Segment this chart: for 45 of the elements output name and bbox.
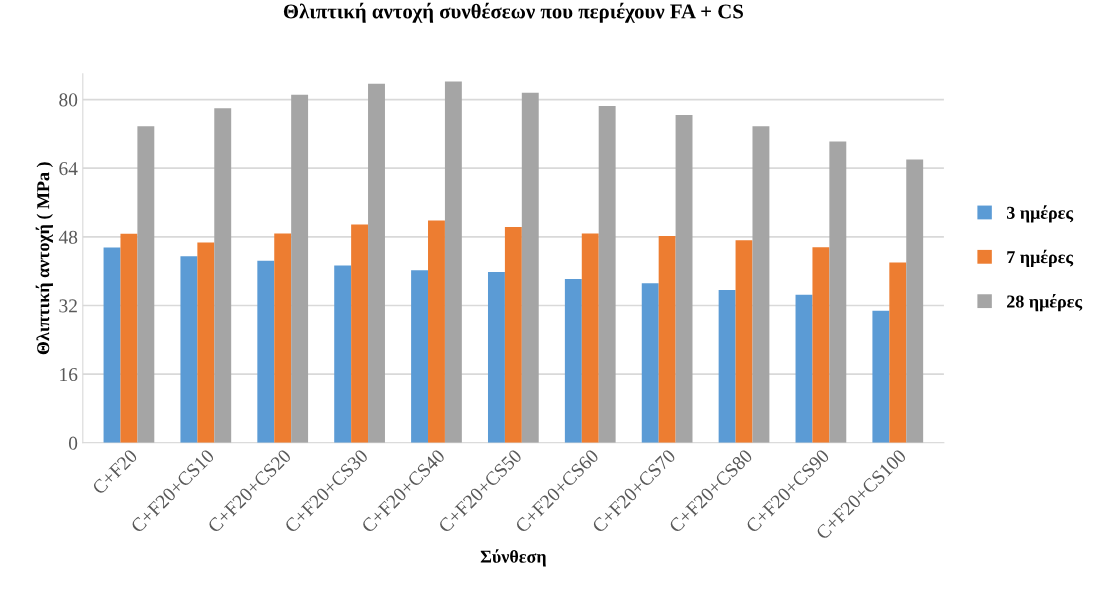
x-axis-title: Σύνθεση — [480, 549, 546, 567]
bar — [103, 247, 121, 443]
bar — [291, 94, 309, 443]
y-tick-label: 16 — [60, 368, 78, 382]
bar — [351, 224, 369, 443]
bar — [812, 247, 830, 443]
bar — [274, 233, 292, 443]
bar — [829, 141, 847, 443]
bar — [334, 265, 352, 443]
y-tick-label: 48 — [58, 230, 78, 244]
bar — [137, 126, 155, 443]
bar — [411, 270, 429, 443]
bar — [872, 310, 890, 443]
y-tick-label: 64 — [59, 162, 78, 176]
bar — [735, 240, 753, 443]
bar — [658, 235, 676, 443]
y-axis-title: Θλιπτική αντοχή ( MPa ) — [35, 162, 53, 355]
bar — [598, 105, 616, 443]
bar — [752, 126, 770, 443]
bar — [180, 256, 198, 443]
bar — [487, 272, 505, 443]
y-tick-label: 80 — [59, 93, 78, 107]
y-tick-label: 0 — [68, 436, 78, 450]
bar — [197, 242, 215, 443]
y-tick-label: 32 — [59, 299, 77, 313]
bar — [795, 294, 813, 443]
bar — [504, 226, 522, 443]
bar — [120, 233, 138, 443]
bar — [906, 159, 924, 443]
bar — [675, 114, 693, 443]
bar — [444, 81, 462, 443]
bar — [564, 278, 582, 443]
bar — [368, 83, 385, 443]
bar — [641, 283, 659, 443]
bar — [214, 108, 232, 443]
chart-title: Θλιπτική αντοχή συνθέσεων που περιέχουν FA + CS — [283, 2, 743, 23]
legend-label: 7 ημέρες — [1007, 249, 1074, 267]
bar — [718, 290, 736, 443]
bar — [521, 92, 539, 443]
bar — [889, 262, 907, 443]
legend-label: 3 ημέρες — [1006, 205, 1074, 223]
bar — [428, 220, 445, 443]
bar — [257, 260, 275, 443]
bar — [581, 233, 599, 443]
legend-label: 28 ημέρες — [1007, 294, 1083, 312]
